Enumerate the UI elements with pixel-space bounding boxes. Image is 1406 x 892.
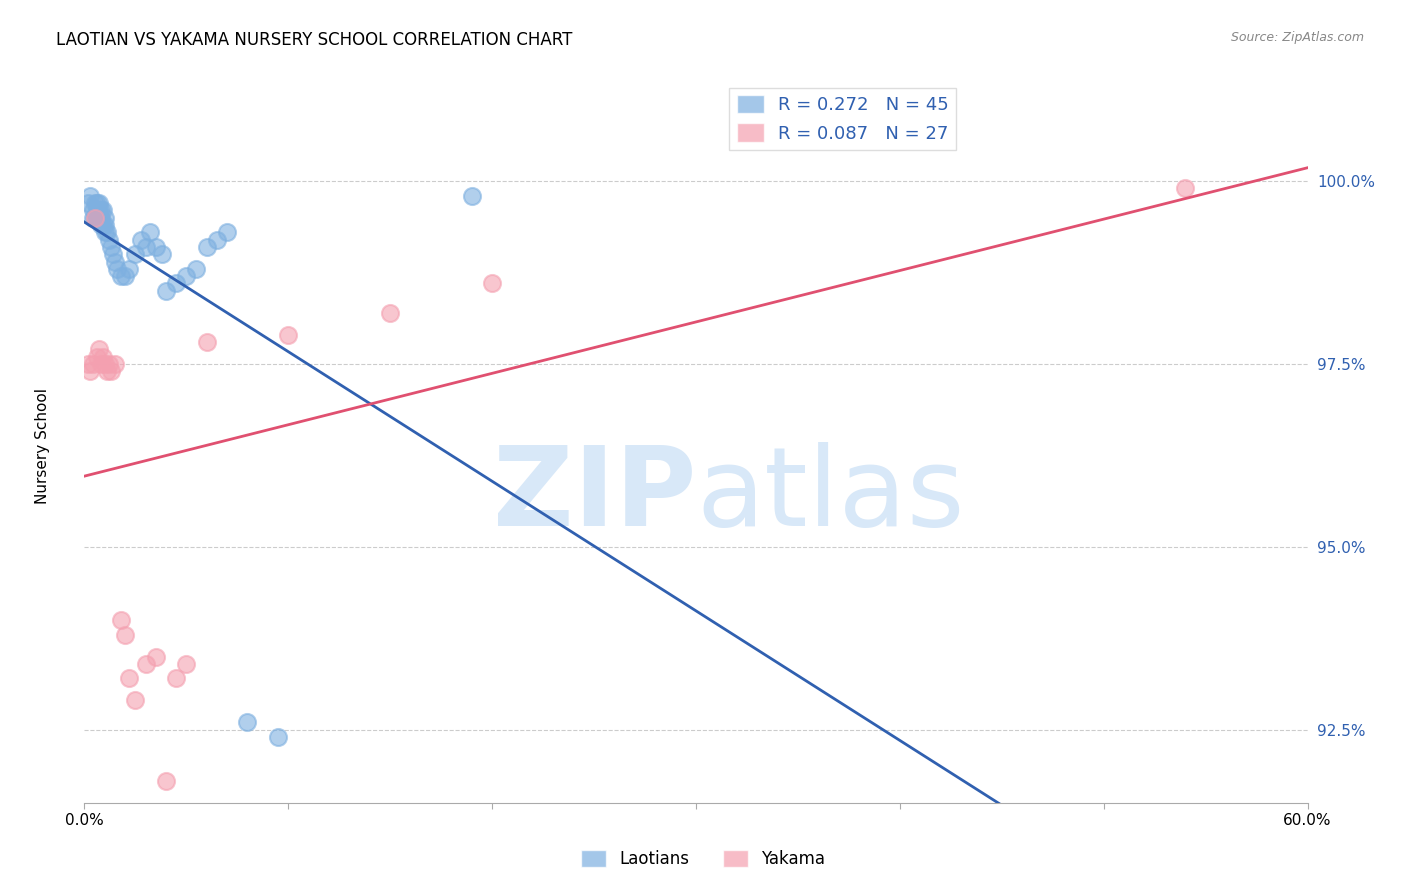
- Point: [1174, 181, 1197, 195]
- Point: [96, 364, 118, 378]
- Point: [124, 247, 146, 261]
- Point: [91, 203, 114, 218]
- Point: [131, 233, 153, 247]
- Point: [174, 657, 197, 671]
- Point: [461, 188, 484, 202]
- Text: atlas: atlas: [696, 442, 965, 549]
- Text: Source: ZipAtlas.com: Source: ZipAtlas.com: [1230, 31, 1364, 45]
- Point: [87, 211, 110, 225]
- Point: [380, 306, 402, 320]
- Point: [114, 269, 136, 284]
- Point: [83, 211, 105, 225]
- Legend: R = 0.272   N = 45, R = 0.087   N = 27: R = 0.272 N = 45, R = 0.087 N = 27: [730, 87, 956, 150]
- Point: [165, 277, 187, 291]
- Legend: Laotians, Yakama: Laotians, Yakama: [574, 843, 832, 875]
- Point: [93, 218, 115, 232]
- Point: [90, 218, 112, 232]
- Point: [93, 225, 115, 239]
- Point: [205, 233, 228, 247]
- Point: [155, 773, 177, 788]
- Point: [118, 672, 141, 686]
- Text: Nursery School: Nursery School: [35, 388, 49, 504]
- Point: [87, 196, 110, 211]
- Point: [87, 203, 110, 218]
- Point: [87, 343, 110, 357]
- Point: [124, 693, 146, 707]
- Point: [97, 233, 120, 247]
- Point: [145, 649, 167, 664]
- Point: [135, 657, 157, 671]
- Point: [150, 247, 173, 261]
- Point: [97, 357, 120, 371]
- Point: [104, 357, 127, 371]
- Point: [101, 247, 124, 261]
- Point: [86, 350, 108, 364]
- Point: [83, 211, 105, 225]
- Point: [96, 225, 118, 239]
- Point: [138, 225, 160, 239]
- Point: [186, 261, 208, 276]
- Point: [90, 211, 112, 225]
- Point: [86, 196, 108, 211]
- Point: [135, 240, 157, 254]
- Point: [77, 357, 100, 371]
- Point: [105, 261, 128, 276]
- Text: ZIP: ZIP: [492, 442, 696, 549]
- Point: [236, 715, 259, 730]
- Point: [90, 203, 112, 218]
- Point: [195, 240, 218, 254]
- Point: [86, 211, 108, 225]
- Point: [110, 613, 132, 627]
- Point: [93, 211, 115, 225]
- Point: [481, 277, 503, 291]
- Point: [118, 261, 141, 276]
- Point: [277, 327, 299, 342]
- Point: [267, 730, 290, 744]
- Point: [110, 269, 132, 284]
- Point: [82, 203, 104, 218]
- Point: [217, 225, 239, 239]
- Point: [79, 364, 101, 378]
- Point: [91, 218, 114, 232]
- Point: [155, 284, 177, 298]
- Point: [90, 357, 112, 371]
- Point: [93, 357, 115, 371]
- Point: [86, 203, 108, 218]
- Point: [104, 254, 127, 268]
- Point: [145, 240, 167, 254]
- Point: [195, 334, 218, 349]
- Point: [82, 357, 104, 371]
- Point: [82, 211, 104, 225]
- Point: [77, 196, 100, 211]
- Point: [100, 240, 122, 254]
- Point: [114, 627, 136, 641]
- Point: [165, 672, 187, 686]
- Point: [174, 269, 197, 284]
- Point: [83, 196, 105, 211]
- Point: [91, 350, 114, 364]
- Point: [79, 188, 101, 202]
- Point: [100, 364, 122, 378]
- Text: LAOTIAN VS YAKAMA NURSERY SCHOOL CORRELATION CHART: LAOTIAN VS YAKAMA NURSERY SCHOOL CORRELA…: [56, 31, 572, 49]
